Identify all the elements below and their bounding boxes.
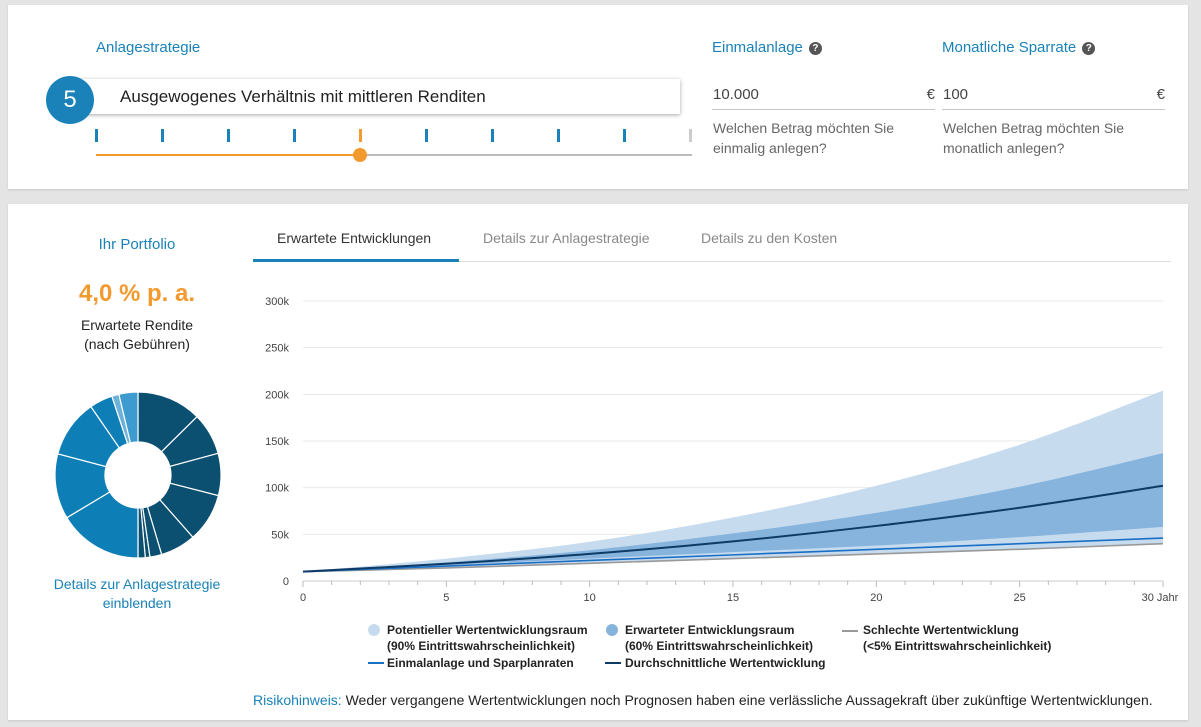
strategy-display: Ausgewogenes Verhältnis mit mittleren Re…	[72, 79, 680, 114]
legend-swatch-invested	[368, 662, 384, 664]
legend-average: Durchschnittliche Wertentwicklung	[625, 656, 826, 670]
x-tick-label: 15	[727, 592, 739, 604]
strategy-details-link-line2: einblenden	[102, 595, 172, 611]
legend-potential-line2: (90% Eintrittswahrscheinlichkeit)	[387, 639, 576, 653]
currency-symbol: €	[926, 86, 935, 103]
strategy-level-badge: 5	[46, 76, 94, 124]
x-tick-label: 30 Jahre	[1142, 592, 1178, 604]
development-chart: 0 50k 100k 150k 200k 250k 300k 0 5 10 15 20 25 30 Jah…	[265, 296, 1178, 604]
x-tick-label: 20	[870, 592, 882, 604]
strategy-slider-track[interactable]	[96, 154, 692, 156]
monthly-amount-field[interactable]: 100 €	[942, 85, 1165, 110]
risk-notice-label: Risikohinweis:	[253, 692, 342, 708]
legend-potential-line1: Potentieller Wertentwicklungsraum	[387, 623, 588, 637]
slider-tick[interactable]	[95, 129, 98, 142]
one-time-title-text: Einmalanlage	[712, 39, 803, 56]
x-tick-label: 0	[300, 592, 306, 604]
strategy-details-link-line1: Details zur Anlagestrategie	[53, 576, 221, 592]
x-tick-label: 25	[1014, 592, 1026, 604]
donut-slice[interactable]	[118, 391, 139, 444]
series-line	[302, 537, 1164, 573]
risk-notice-text: Weder vergangene Wertentwicklungen noch …	[341, 692, 1153, 708]
expected-return-value: 4,0 % p. a.	[78, 280, 196, 307]
expected-return-label: Erwartete Rendite (nach Gebühren)	[8, 316, 266, 354]
slider-tick[interactable]	[557, 129, 560, 142]
legend-swatch-expected	[606, 624, 618, 636]
monthly-title-text: Monatliche Sparrate	[942, 39, 1077, 56]
slider-tick[interactable]	[689, 129, 692, 142]
tab-divider	[253, 261, 1171, 262]
tab-expected-developments[interactable]: Erwartete Entwicklungen	[277, 230, 432, 246]
series-line	[302, 542, 1164, 573]
expected-return-label-line1: Erwartete Rendite	[80, 317, 194, 333]
one-time-amount-value: 10.000	[713, 86, 759, 103]
legend-invested: Einmalanlage und Sparplanraten	[387, 656, 574, 670]
strategy-title: Anlagestrategie	[96, 39, 201, 56]
y-tick-label: 150k	[265, 436, 289, 448]
tab-strategy-details[interactable]: Details zur Anlagestrategie	[483, 230, 650, 246]
legend-bad-line2: (<5% Eintrittswahrscheinlichkeit)	[863, 639, 1052, 653]
portfolio-donut-chart	[54, 391, 222, 559]
risk-notice: Risikohinweis: Weder vergangene Wertentw…	[253, 692, 1153, 708]
strategy-slider-fill	[96, 154, 360, 156]
slider-tick[interactable]	[425, 129, 428, 142]
legend-expected-line2: (60% Eintrittswahrscheinlichkeit)	[625, 639, 814, 653]
strategy-slider-handle[interactable]	[353, 148, 367, 162]
slider-tick[interactable]	[293, 129, 296, 142]
help-icon[interactable]: ?	[808, 42, 822, 55]
strategy-description: Ausgewogenes Verhältnis mit mittleren Re…	[120, 87, 486, 106]
y-tick-label: 300k	[265, 296, 289, 308]
one-time-title: Einmalanlage?	[712, 39, 822, 56]
help-icon[interactable]: ?	[1082, 42, 1096, 55]
legend-swatch-bad	[842, 630, 858, 632]
x-tick-label: 10	[584, 592, 596, 604]
slider-tick[interactable]	[491, 129, 494, 142]
portfolio-title: Ihr Portfolio	[98, 236, 176, 253]
legend-expected: Erwarteter Entwicklungsraum (60% Eintrit…	[625, 622, 813, 654]
strategy-details-link[interactable]: Details zur Anlagestrategie einblenden	[8, 575, 266, 613]
legend-bad-line1: Schlechte Wertentwicklung	[863, 623, 1019, 637]
y-tick-label: 50k	[271, 529, 289, 541]
legend-swatch-average	[605, 662, 621, 664]
series-line	[302, 484, 1164, 573]
tab-cost-details[interactable]: Details zu den Kosten	[701, 230, 838, 246]
strategy-card: Anlagestrategie Ausgewogenes Verhältnis …	[8, 5, 1188, 189]
slider-tick[interactable]	[227, 129, 230, 142]
monthly-hint: Welchen Betrag möchten Sie monatlich anl…	[943, 120, 1125, 156]
legend-bad: Schlechte Wertentwicklung (<5% Eintritts…	[863, 622, 1051, 654]
slider-tick[interactable]	[161, 129, 164, 142]
y-tick-label: 100k	[265, 483, 289, 495]
y-tick-label: 200k	[265, 389, 289, 401]
one-time-hint: Welchen Betrag möchten Sie einmalig anle…	[713, 120, 895, 156]
slider-tick[interactable]	[359, 129, 362, 142]
currency-symbol: €	[1156, 86, 1165, 103]
monthly-title: Monatliche Sparrate?	[942, 39, 1096, 56]
y-tick-label: 250k	[265, 343, 289, 355]
legend-expected-line1: Erwarteter Entwicklungsraum	[625, 623, 795, 637]
x-tick-label: 5	[443, 592, 449, 604]
y-tick-label: 0	[283, 576, 289, 588]
active-tab-indicator	[253, 259, 459, 262]
expected-return-label-line2: (nach Gebühren)	[84, 336, 190, 352]
legend-swatch-potential	[368, 624, 380, 636]
one-time-amount-field[interactable]: 10.000 €	[712, 85, 935, 110]
legend-potential: Potentieller Wertentwicklungsraum (90% E…	[387, 622, 588, 654]
results-card: Ihr Portfolio 4,0 % p. a. Erwartete Rend…	[8, 204, 1188, 720]
slider-tick[interactable]	[623, 129, 626, 142]
monthly-amount-value: 100	[943, 86, 969, 103]
